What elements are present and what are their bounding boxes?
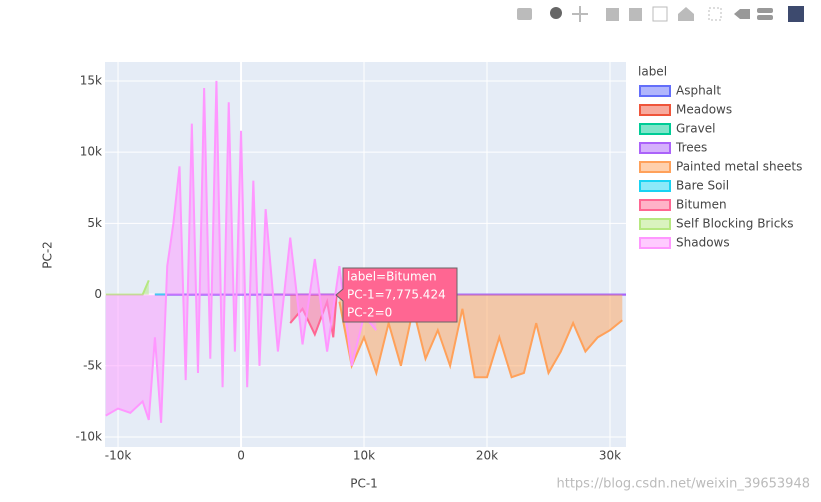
zoom-icon[interactable] [550, 7, 562, 19]
hover-compare-icon[interactable] [757, 8, 773, 13]
autoscale-icon[interactable] [652, 6, 668, 22]
y-tick-label: 15k [80, 73, 102, 87]
x-tick-label: 0 [237, 449, 245, 463]
legend-swatch [639, 161, 671, 173]
legend-label: Trees [675, 141, 707, 155]
x-axis-title: PC-1 [350, 477, 378, 491]
reset-icon[interactable] [678, 7, 694, 21]
legend-label: Bitumen [676, 198, 727, 212]
y-tick-label: 0 [94, 287, 102, 301]
legend-label: Asphalt [676, 84, 721, 98]
area-line [105, 279, 150, 296]
hover-closest-icon[interactable] [734, 9, 750, 19]
area-line [105, 80, 378, 423]
area-fill [105, 80, 377, 423]
spike-icon[interactable] [708, 7, 722, 21]
legend-label: Bare Soil [676, 179, 729, 193]
y-tick-label: -5k [83, 358, 102, 372]
y-tick-label: -10k [75, 430, 102, 444]
legend-swatch [639, 218, 671, 230]
legend-label: Shadows [676, 236, 730, 250]
legend-swatch [639, 123, 671, 135]
tooltip: label=Bitumen PC-1=7,775.424 PC-2=0 [335, 267, 458, 323]
x-tick-label: 30k [599, 449, 621, 463]
legend-label: Gravel [676, 122, 715, 136]
camera-icon[interactable] [517, 8, 532, 20]
plot-area [105, 62, 626, 447]
zoom-in-icon[interactable] [606, 8, 619, 21]
area-line [338, 301, 623, 379]
legend-label: Meadows [676, 103, 732, 117]
modebar[interactable] [517, 6, 804, 22]
legend-title: label [638, 65, 667, 79]
x-tick-label: -10k [105, 449, 132, 463]
tooltip-box [335, 267, 458, 323]
zoom-out-icon[interactable] [629, 8, 642, 21]
y-axis-title: PC-2 [41, 241, 55, 269]
watermark: https://blog.csdn.net/weixin_39653948 [556, 477, 810, 492]
pan-icon[interactable] [572, 6, 588, 22]
x-tick-label: 20k [476, 449, 498, 463]
tooltip-text: PC-1=7,775.424 [347, 288, 446, 302]
legend-label: Painted metal sheets [676, 160, 802, 174]
legend-label: Self Blocking Bricks [676, 217, 794, 231]
legend-swatch [639, 180, 671, 192]
legend-swatch [639, 104, 671, 116]
hover-compare-icon[interactable] [757, 15, 773, 20]
y-tick-label: 10k [80, 145, 102, 159]
legend-swatch [639, 237, 671, 249]
tooltip-text: label=Bitumen [347, 270, 437, 284]
legend-swatch [639, 85, 671, 97]
x-tick-label: 10k [353, 449, 375, 463]
legend-swatch [639, 142, 671, 154]
area-fill [105, 280, 149, 295]
y-tick-label: 5k [87, 216, 102, 230]
legend-swatch [639, 199, 671, 211]
plotly-logo[interactable] [788, 6, 804, 22]
tooltip-text: PC-2=0 [347, 306, 392, 320]
